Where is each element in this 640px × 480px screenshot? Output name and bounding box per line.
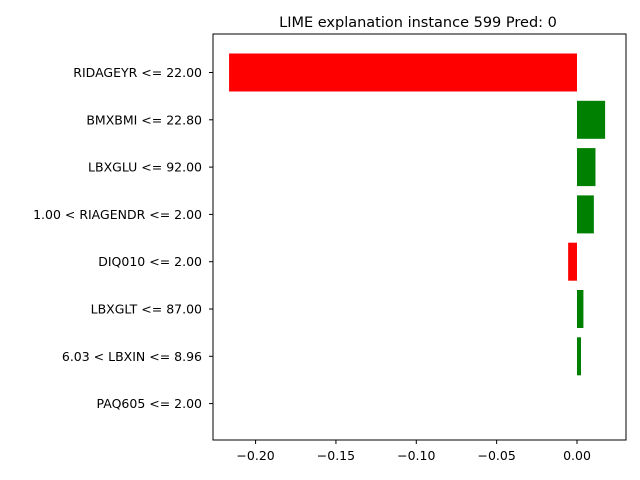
bar-4 [568, 242, 577, 281]
bar-5 [576, 290, 584, 328]
x-tick-label: −0.20 [236, 448, 274, 463]
y-tick-label: 1.00 < RIAGENDR <= 2.00 [33, 207, 202, 222]
bar-2 [576, 148, 596, 187]
y-axis-ticks: RIDAGEYR <= 22.00 BMXBMI <= 22.80 LBXGLU <… [33, 65, 213, 411]
bar-1 [576, 100, 606, 139]
y-tick-label: 6.03 < LBXIN <= 8.96 [62, 349, 202, 364]
chart-title: LIME explanation instance 599 Pred: 0 [279, 15, 557, 31]
y-tick-label: BMXBMI <= 22.80 [86, 112, 202, 127]
x-axis-ticks: −0.20 −0.15 −0.10 −0.05 0.00 [236, 440, 591, 463]
y-tick-label: DIQ010 <= 2.00 [98, 254, 202, 269]
bar-0 [229, 53, 577, 92]
x-tick-label: −0.15 [317, 448, 355, 463]
bars-group [229, 53, 606, 376]
bar-6 [576, 337, 582, 376]
y-tick-label: LBXGLT <= 87.00 [91, 302, 202, 317]
x-tick-label: −0.05 [477, 448, 515, 463]
x-tick-label: 0.00 [563, 448, 591, 463]
y-tick-label: PAQ605 <= 2.00 [97, 396, 203, 411]
y-tick-label: RIDAGEYR <= 22.00 [73, 65, 202, 80]
bar-3 [576, 195, 594, 234]
x-tick-label: −0.10 [397, 448, 435, 463]
y-tick-label: LBXGLU <= 92.00 [88, 160, 202, 175]
plot-frame [212, 33, 627, 441]
